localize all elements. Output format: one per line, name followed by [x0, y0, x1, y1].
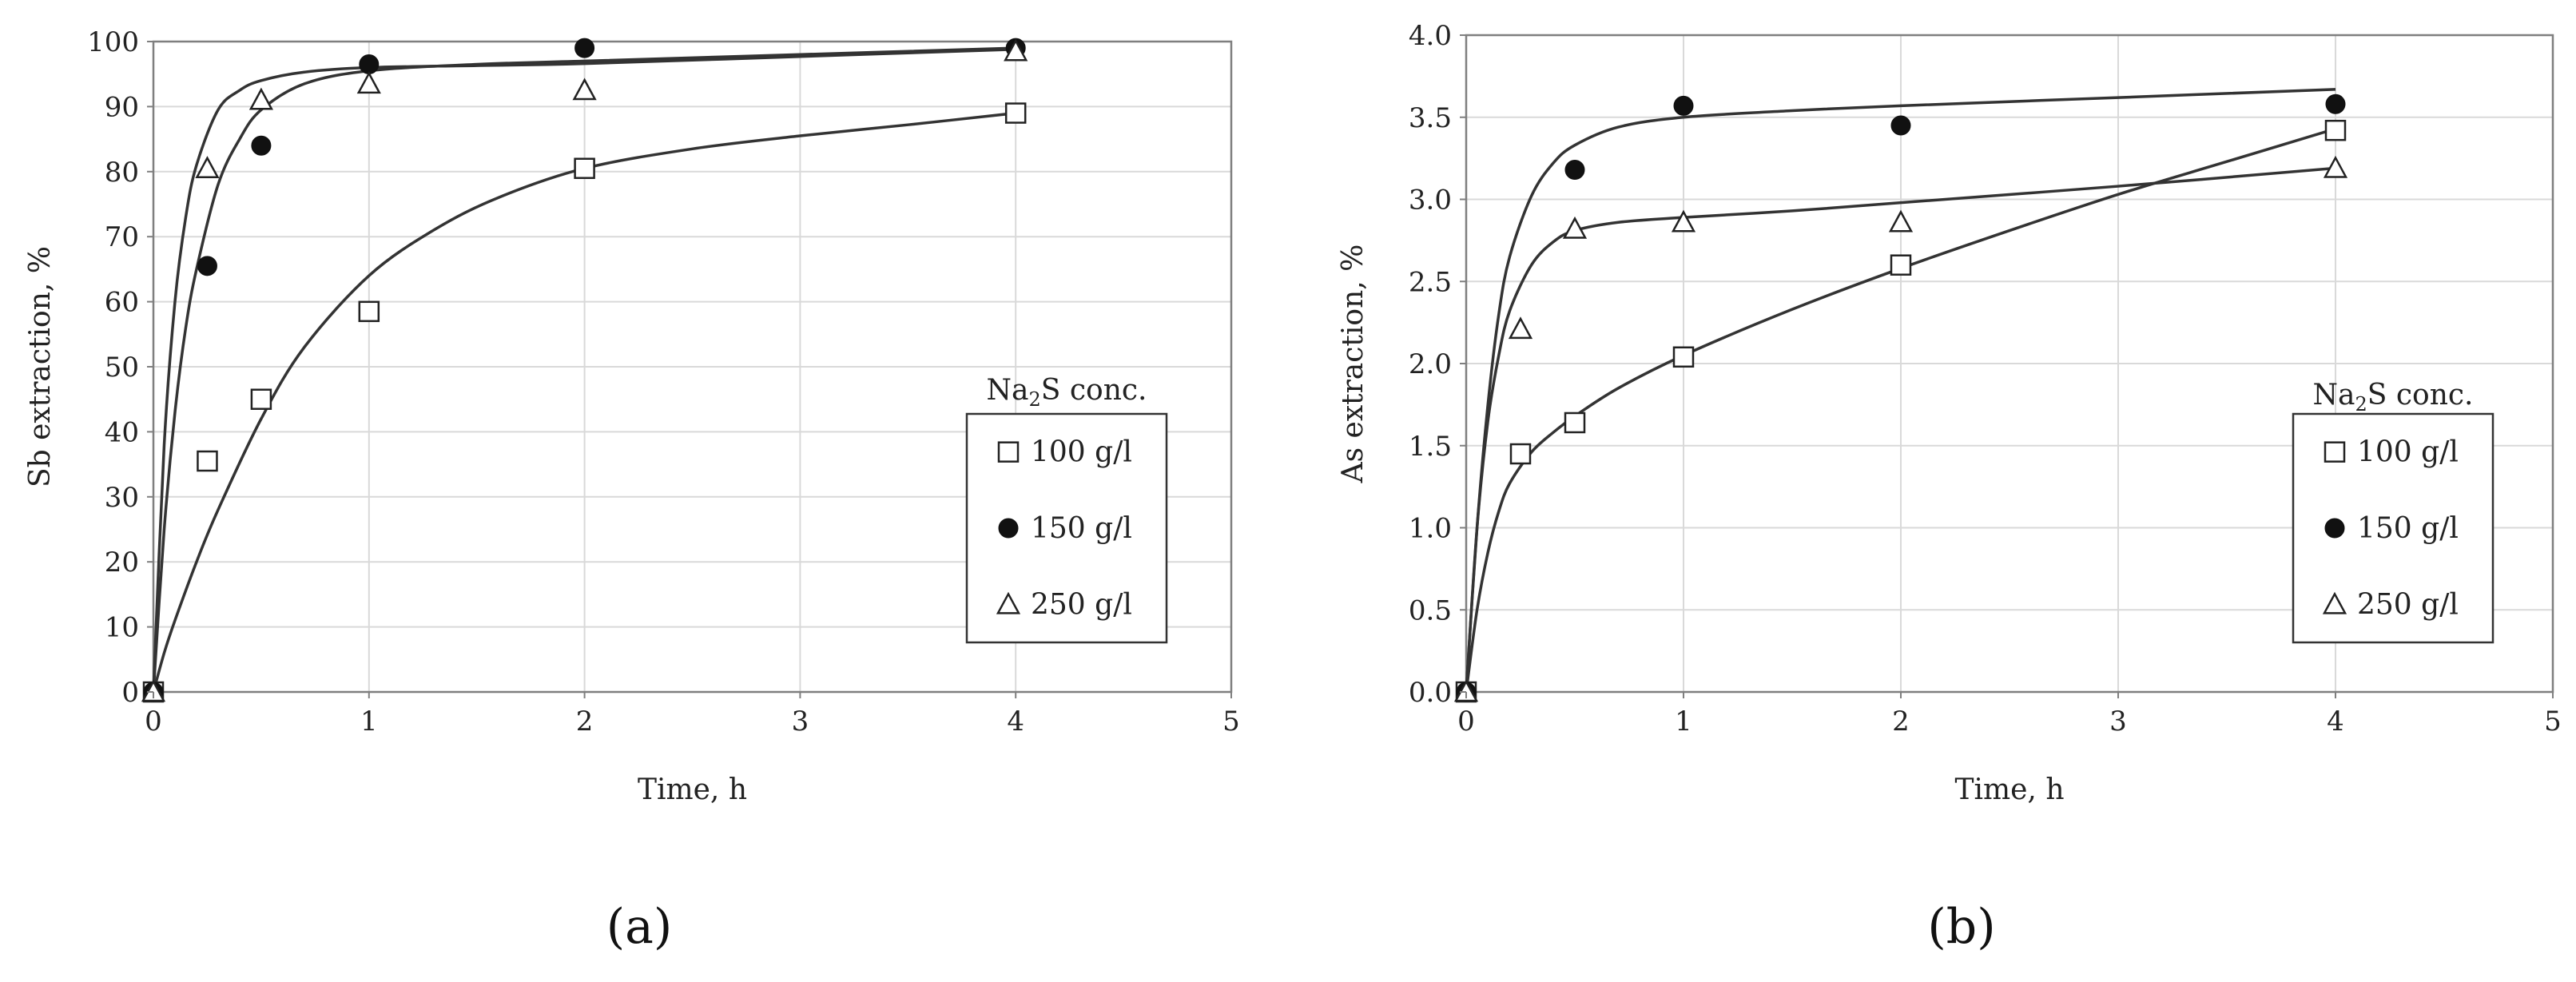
data-point-triangle: [572, 78, 597, 101]
y-axis-label: As extraction, %: [1337, 245, 1369, 484]
y-tick-label: 2.5: [1409, 266, 1452, 298]
x-tick-label: 0: [145, 706, 162, 737]
y-tick-label: 90: [105, 91, 139, 123]
y-tick-label: 0.0: [1409, 677, 1452, 709]
data-point-circle: [574, 38, 595, 58]
x-tick-label: 1: [360, 706, 378, 737]
y-tick-label: 50: [105, 352, 139, 384]
x-tick-label: 0: [1457, 706, 1475, 737]
legend-title-part: Na: [987, 374, 1029, 407]
y-tick-label: 80: [105, 157, 139, 189]
y-tick-label: 1.5: [1409, 431, 1452, 463]
y-tick-label: 70: [105, 221, 139, 253]
data-point-triangle: [1888, 209, 1914, 233]
legend-entry-label: 250 g/l: [1031, 588, 1132, 621]
x-tick-label: 3: [792, 706, 809, 737]
data-point-square: [250, 388, 272, 410]
legend-entry-label: 250 g/l: [2357, 588, 2459, 621]
legend-title: Na2S conc.: [987, 374, 1147, 411]
data-point-square: [1564, 411, 1586, 434]
x-tick-label: 5: [1222, 706, 1240, 737]
data-point-triangle: [1508, 316, 1533, 340]
data-point-triangle: [1671, 209, 1696, 233]
data-point-circle: [1564, 160, 1585, 181]
data-point-circle: [1890, 115, 1911, 136]
x-tick-label: 2: [576, 706, 594, 737]
x-axis-label: Time, h: [1954, 773, 2064, 806]
data-point-square: [1509, 443, 1532, 465]
data-point-triangle: [2323, 155, 2348, 178]
legend-marker-triangle: [996, 591, 1021, 614]
legend-marker-square: [2324, 441, 2346, 463]
fit-curve-triangle: [152, 48, 1016, 693]
y-tick-label: 40: [105, 416, 139, 448]
y-tick-label: 4.0: [1409, 20, 1452, 52]
fit-curve-square: [1465, 127, 2336, 693]
chart-panel-a: 0 10 20 30 40 50 60 70 80 90 100 0 1 2 3 4 5 Time, h Sb …: [24, 26, 1240, 955]
data-point-square: [1672, 346, 1695, 368]
panel-caption: (a): [606, 899, 673, 955]
legend-title-subscript: 2: [2355, 393, 2367, 415]
x-tick-label: 2: [1892, 706, 1910, 737]
chart-panel-b: 0.0 0.5 1.0 1.5 2.0 2.5 3.0 3.5 4.0 0 1 2 3 4 5 Time, …: [1337, 20, 2562, 955]
legend-entry-label: 100 g/l: [1031, 436, 1132, 469]
data-point-triangle: [1562, 216, 1588, 239]
y-tick-label: 10: [105, 612, 139, 644]
x-tick-label: 4: [1007, 706, 1024, 737]
data-point-square: [1890, 254, 1912, 276]
data-point-circle: [359, 54, 380, 74]
data-point-square: [574, 157, 595, 179]
data-point-circle: [1673, 95, 1694, 116]
legend-marker-circle: [2324, 518, 2345, 539]
data-point-circle: [2325, 93, 2346, 114]
data-point-square: [1004, 102, 1027, 124]
x-tick-label: 5: [2544, 706, 2562, 737]
data-point-triangle: [1004, 38, 1028, 62]
legend-marker-square: [997, 441, 1020, 463]
legend-marker-triangle: [2322, 591, 2347, 614]
legend-title-part: Na: [2313, 379, 2355, 411]
data-point-triangle: [248, 87, 273, 110]
data-point-circle: [251, 135, 272, 156]
legend: Na2S conc. 100 g/l 150 g/l 250 g/l: [965, 374, 1168, 644]
y-tick-label: 3.0: [1409, 185, 1452, 217]
y-tick-label: 60: [105, 287, 139, 319]
legend-marker-circle: [998, 518, 1019, 539]
y-axis-label: Sb extraction, %: [24, 246, 57, 487]
legend-title-part: S conc.: [2367, 379, 2474, 411]
y-tick-label: 3.5: [1409, 102, 1452, 134]
x-tick-label: 3: [2109, 706, 2127, 737]
data-point-triangle: [195, 156, 220, 178]
data-point-circle: [197, 256, 217, 276]
y-tick-label: 20: [105, 547, 139, 578]
data-point-square: [358, 300, 380, 323]
y-tick-label: 0.5: [1409, 594, 1452, 626]
y-tick-label: 30: [105, 482, 139, 514]
x-tick-label: 4: [2327, 706, 2344, 737]
y-tick-label: 1.0: [1409, 513, 1452, 545]
legend-entry-label: 100 g/l: [2357, 436, 2459, 469]
legend-title: Na2S conc.: [2313, 379, 2474, 415]
data-point-square: [2324, 119, 2347, 141]
panel-caption: (b): [1927, 899, 1995, 955]
legend-entry-label: 150 g/l: [2357, 512, 2459, 545]
fit-curve-circle: [1465, 88, 2336, 693]
data-point-square: [197, 450, 218, 472]
legend-title-part: S conc.: [1041, 374, 1147, 407]
legend-entry-label: 150 g/l: [1031, 512, 1132, 545]
y-tick-label: 2.0: [1409, 348, 1452, 380]
legend: Na2S conc. 100 g/l 150 g/l 250 g/l: [2292, 379, 2495, 644]
x-axis-label: Time, h: [638, 773, 747, 806]
legend-title-subscript: 2: [1028, 388, 1040, 411]
x-tick-label: 1: [1675, 706, 1692, 737]
fit-curve-square: [152, 111, 1016, 693]
y-tick-label: 0: [121, 677, 139, 709]
data-point-triangle: [356, 71, 381, 94]
y-tick-label: 100: [87, 26, 139, 58]
